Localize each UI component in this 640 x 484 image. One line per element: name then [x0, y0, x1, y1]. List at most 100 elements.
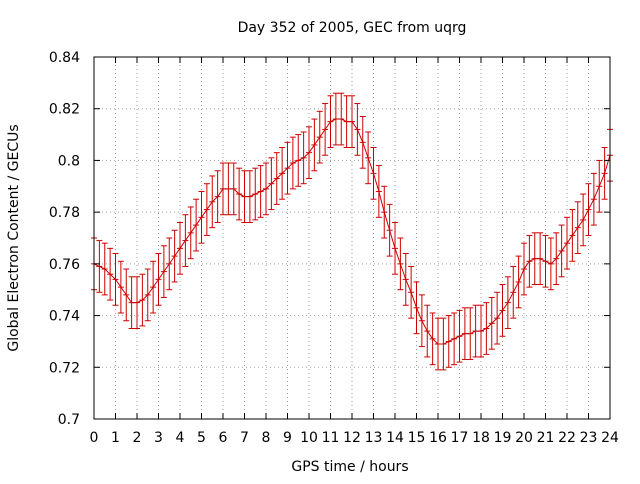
error-bar: [203, 183, 210, 236]
error-bar: [440, 317, 447, 371]
error-bar: [101, 242, 108, 296]
error-bar: [574, 201, 581, 255]
x-tick-label: 17: [451, 430, 469, 446]
y-tick-label: 0.8: [58, 153, 80, 169]
x-axis-label: GPS time / hours: [291, 459, 408, 475]
y-tick-label: 0.72: [49, 360, 80, 376]
error-bar: [542, 234, 549, 288]
error-bar: [553, 232, 560, 286]
error-bar: [408, 265, 415, 319]
error-bar: [521, 242, 527, 296]
error-bar: [263, 162, 269, 216]
error-bar: [150, 260, 157, 314]
error-bar: [456, 309, 463, 363]
y-tick-label: 0.76: [49, 257, 80, 273]
error-bar: [198, 190, 205, 244]
error-bar: [107, 247, 114, 301]
error-bar: [510, 265, 517, 319]
y-tick-label: 0.82: [49, 102, 80, 118]
error-bar: [214, 170, 221, 223]
x-tick-label: 3: [154, 430, 163, 446]
error-bar: [246, 170, 253, 223]
y-tick-label: 0.7: [58, 412, 80, 428]
error-bar: [413, 281, 420, 335]
error-bar: [585, 183, 592, 236]
error-bar: [558, 224, 565, 278]
error-bar: [332, 92, 339, 146]
error-bar: [182, 214, 189, 267]
error-bar: [279, 147, 286, 200]
x-tick-label: 22: [558, 430, 576, 446]
error-bar: [338, 92, 345, 146]
error-bar: [220, 162, 226, 216]
x-tick-label: 16: [429, 430, 447, 446]
error-bar: [155, 253, 162, 306]
error-bar: [171, 229, 178, 283]
error-bar: [230, 162, 237, 216]
error-bar: [370, 147, 377, 200]
error-bar: [397, 237, 404, 291]
x-tick-label: 6: [219, 430, 228, 446]
x-tick-label: 11: [322, 430, 340, 446]
error-bar: [166, 237, 173, 291]
error-bar: [268, 157, 275, 211]
error-bar: [306, 126, 312, 180]
error-bar: [96, 240, 103, 293]
x-tick-label: 5: [197, 430, 206, 446]
error-bar: [451, 312, 458, 366]
x-tick-label: 20: [515, 430, 533, 446]
ticks: 0 1 2 3 4 5 6 7 8 9 10 11 12 13 14 15 16 17 18 19 20 21 22 23 24…: [49, 50, 619, 446]
error-bar: [177, 221, 183, 275]
error-bar: [418, 294, 425, 348]
x-tick-label: 2: [133, 430, 142, 446]
chart-title: Day 352 of 2005, GEC from uqrg: [238, 20, 467, 36]
error-bar: [429, 312, 436, 366]
error-bar: [590, 172, 597, 226]
error-bar: [123, 268, 130, 322]
error-bar: [435, 317, 441, 371]
x-tick-label: 4: [176, 430, 185, 446]
error-bar: [564, 216, 570, 270]
error-bar: [580, 193, 587, 247]
error-bar: [311, 118, 318, 172]
y-tick-label: 0.74: [49, 309, 80, 325]
error-bar: [257, 165, 264, 218]
error-bar: [343, 95, 350, 148]
x-tick-label: 21: [537, 430, 555, 446]
error-bar: [386, 203, 393, 257]
error-bar: [531, 232, 538, 286]
x-tick-label: 18: [472, 430, 490, 446]
error-bar: [354, 103, 361, 156]
error-bar: [547, 237, 554, 291]
x-tick-label: 8: [262, 430, 271, 446]
error-bar: [569, 209, 576, 262]
x-tick-label: 12: [343, 430, 361, 446]
y-axis-label: Global Electron Content / GECUs: [6, 124, 22, 351]
error-bar: [241, 170, 248, 223]
error-bar: [381, 185, 388, 239]
error-bar: [160, 245, 167, 298]
x-tick-label: 0: [90, 430, 99, 446]
error-bar: [225, 162, 232, 216]
error-bar: [349, 95, 355, 148]
error-bar: [499, 284, 506, 337]
error-bar: [273, 152, 280, 205]
error-bar: [478, 304, 484, 358]
error-bar: [483, 302, 490, 355]
error-bar: [327, 95, 334, 148]
error-bar: [601, 147, 608, 200]
error-bar: [461, 307, 468, 361]
error-bar: [134, 276, 140, 329]
error-bar: [236, 167, 243, 221]
error-bar: [252, 167, 259, 221]
error-bar: [445, 315, 452, 368]
error-bar: [209, 175, 216, 229]
error-bar: [187, 206, 194, 260]
error-bar: [289, 136, 296, 190]
error-bar: [504, 276, 511, 329]
x-tick-label: 1: [111, 430, 120, 446]
error-bar: [112, 253, 119, 306]
error-bar: [467, 307, 474, 361]
x-tick-label: 9: [283, 430, 292, 446]
